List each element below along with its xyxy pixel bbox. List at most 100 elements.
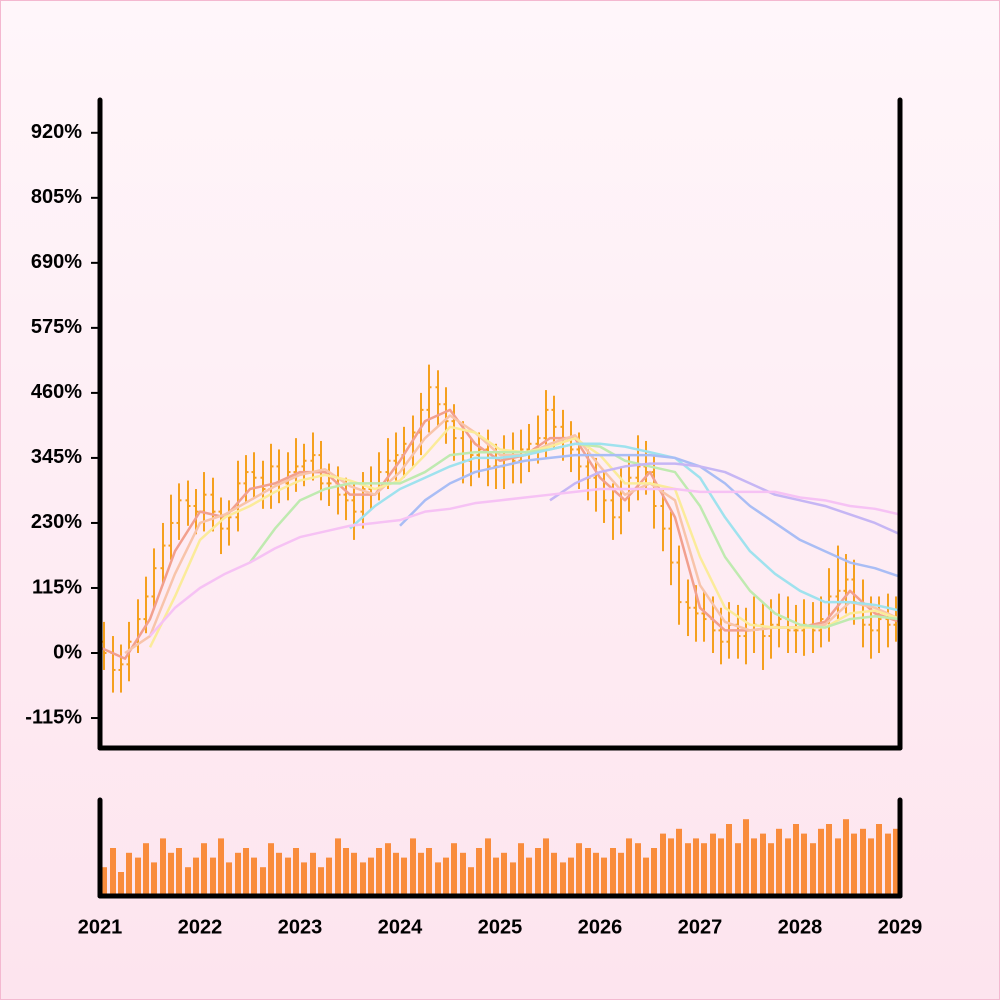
y-tick-label: 115% <box>32 576 82 598</box>
y-tick-label: 0% <box>53 641 82 663</box>
volume-bar <box>276 852 282 896</box>
y-tick-label: -115% <box>25 706 82 728</box>
volume-bar <box>818 828 824 896</box>
y-tick-label: 920% <box>31 121 82 143</box>
volume-bar <box>635 843 641 896</box>
volume-bar <box>651 848 657 896</box>
volume-bar <box>685 843 691 896</box>
volume-bar <box>410 838 416 896</box>
volume-bar <box>785 838 791 896</box>
volume-bar <box>543 838 549 896</box>
y-tick-label: 345% <box>31 446 82 468</box>
volume-bar <box>885 833 891 896</box>
volume-bar <box>776 828 782 896</box>
volume-bar <box>801 833 807 896</box>
volume-bar <box>376 848 382 896</box>
volume-bar <box>493 857 499 896</box>
volume-bar <box>510 862 516 896</box>
volume-bar <box>701 843 707 896</box>
volume-bar <box>893 828 899 896</box>
x-tick-label: 2028 <box>778 916 823 938</box>
volume-bar <box>485 838 491 896</box>
volume-bar <box>176 848 182 896</box>
x-tick-label: 2022 <box>178 916 223 938</box>
x-tick-label: 2026 <box>578 916 623 938</box>
volume-bar <box>601 857 607 896</box>
volume-bar <box>726 824 732 896</box>
volume-bar <box>501 852 507 896</box>
volume-bar <box>568 857 574 896</box>
volume-bar <box>868 838 874 896</box>
volume-bar <box>668 838 674 896</box>
volume-bar <box>860 828 866 896</box>
volume-bar <box>243 848 249 896</box>
volume-bar <box>210 857 216 896</box>
volume-bar <box>576 843 582 896</box>
moving-average <box>349 442 901 612</box>
volume-bar <box>235 852 241 896</box>
volume-bar <box>326 857 332 896</box>
moving-average <box>549 462 901 536</box>
volume-bar <box>285 857 291 896</box>
volume-bar <box>218 838 224 896</box>
volume-bar <box>168 852 174 896</box>
volume-bar <box>526 857 532 896</box>
volume-bar <box>760 833 766 896</box>
y-tick-label: 230% <box>31 511 82 533</box>
y-tick-label: 690% <box>31 251 82 273</box>
volume-bar <box>318 867 324 896</box>
volume-bar <box>393 852 399 896</box>
volume-bar <box>435 862 441 896</box>
moving-average <box>399 453 901 578</box>
volume-bar <box>126 852 132 896</box>
volume-bar <box>743 819 749 896</box>
volume-bar <box>751 838 757 896</box>
x-tick-label: 2027 <box>678 916 723 938</box>
volume-bar <box>826 824 832 896</box>
volume-bar <box>360 862 366 896</box>
volume-bar <box>301 862 307 896</box>
volume-bar <box>876 824 882 896</box>
volume-bar <box>560 862 566 896</box>
volume-bar <box>843 819 849 896</box>
x-tick-label: 2025 <box>478 916 523 938</box>
volume-bar <box>185 867 191 896</box>
volume-bar <box>343 848 349 896</box>
volume-bar <box>193 857 199 896</box>
x-tick-label: 2023 <box>278 916 323 938</box>
x-tick-label: 2024 <box>378 916 423 938</box>
volume-bar <box>535 848 541 896</box>
volume-bar <box>643 857 649 896</box>
volume-bar <box>593 852 599 896</box>
volume-bar <box>335 838 341 896</box>
y-tick-label: 575% <box>31 316 82 338</box>
volume-bar <box>226 862 232 896</box>
volume-bar <box>368 857 374 896</box>
volume-bar <box>401 857 407 896</box>
volume-bar <box>551 852 557 896</box>
volume-bar <box>610 848 616 896</box>
volume-bar <box>443 857 449 896</box>
volume-bar <box>660 833 666 896</box>
volume-bar <box>718 838 724 896</box>
volume-bar <box>851 833 857 896</box>
volume-bar <box>160 838 166 896</box>
volume-bar <box>476 848 482 896</box>
volume-bar <box>118 872 124 896</box>
volume-bar <box>135 857 141 896</box>
y-tick-label: 805% <box>31 186 82 208</box>
volume-bar <box>460 852 466 896</box>
volume-bar <box>810 843 816 896</box>
volume-bar <box>268 843 274 896</box>
volume-bar <box>418 852 424 896</box>
volume-bar <box>735 843 741 896</box>
volume-bar <box>618 852 624 896</box>
volume-bar <box>101 867 107 896</box>
volume-bar <box>518 843 524 896</box>
volume-bar <box>451 843 457 896</box>
volume-bar <box>693 838 699 896</box>
volume-bar <box>710 833 716 896</box>
volume-bar <box>260 867 266 896</box>
moving-average <box>149 487 901 637</box>
